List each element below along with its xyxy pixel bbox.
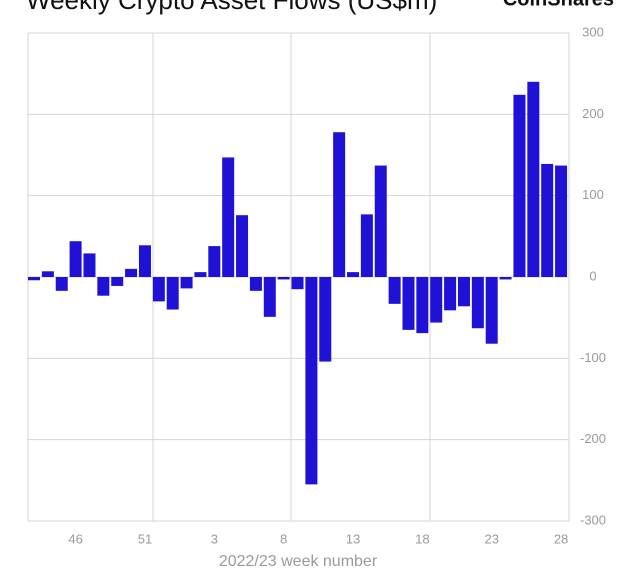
bar [416, 277, 429, 334]
bar [513, 94, 526, 278]
bar [41, 271, 54, 277]
bar [305, 277, 318, 485]
y-tick-label: 100 [582, 187, 604, 202]
bar [457, 277, 470, 307]
y-tick-label: -300 [580, 512, 606, 527]
y-tick-label: 300 [582, 24, 604, 39]
bar [55, 277, 68, 291]
bar [166, 277, 179, 310]
bar [471, 277, 484, 329]
bar [444, 277, 457, 311]
x-tick-label: 13 [346, 531, 360, 546]
bar [291, 277, 304, 290]
bar [360, 214, 373, 277]
bar [527, 81, 540, 277]
bar [97, 277, 110, 296]
bar [374, 165, 387, 277]
bar [499, 277, 512, 280]
x-tick-label: 51 [138, 531, 152, 546]
x-tick-label: 23 [484, 531, 498, 546]
bar [263, 277, 276, 317]
bar [319, 277, 332, 362]
brand-logo: CoinShares [503, 0, 614, 10]
bar [541, 163, 554, 277]
chart-title: Weekly Crypto Asset Flows (US$m) [26, 0, 437, 15]
bar [83, 253, 96, 277]
x-tick-label: 28 [554, 531, 568, 546]
bar [347, 272, 360, 277]
bar [222, 157, 235, 277]
bar [208, 246, 221, 277]
bar [180, 277, 193, 289]
x-tick-label: 18 [415, 531, 429, 546]
bar [277, 277, 290, 280]
bar [402, 277, 415, 330]
x-tick-label: 8 [280, 531, 287, 546]
bar [28, 277, 40, 281]
bar [485, 277, 498, 344]
bar [236, 215, 249, 277]
x-axis-label: 2022/23 week number [219, 553, 378, 570]
y-tick-label: 200 [582, 106, 604, 121]
bar [194, 272, 207, 277]
y-tick-label: 0 [589, 268, 596, 283]
bar [152, 277, 165, 302]
bar [138, 245, 151, 277]
y-tick-label: -200 [580, 431, 606, 446]
bar [388, 277, 401, 304]
bar [69, 241, 82, 277]
bar [333, 132, 346, 277]
x-tick-label: 3 [211, 531, 218, 546]
bar [430, 277, 443, 323]
bar [555, 165, 568, 277]
bar [125, 268, 138, 277]
x-tick-label: 46 [68, 531, 82, 546]
y-tick-label: -100 [580, 350, 606, 365]
bar [111, 277, 124, 286]
bar [249, 277, 262, 291]
